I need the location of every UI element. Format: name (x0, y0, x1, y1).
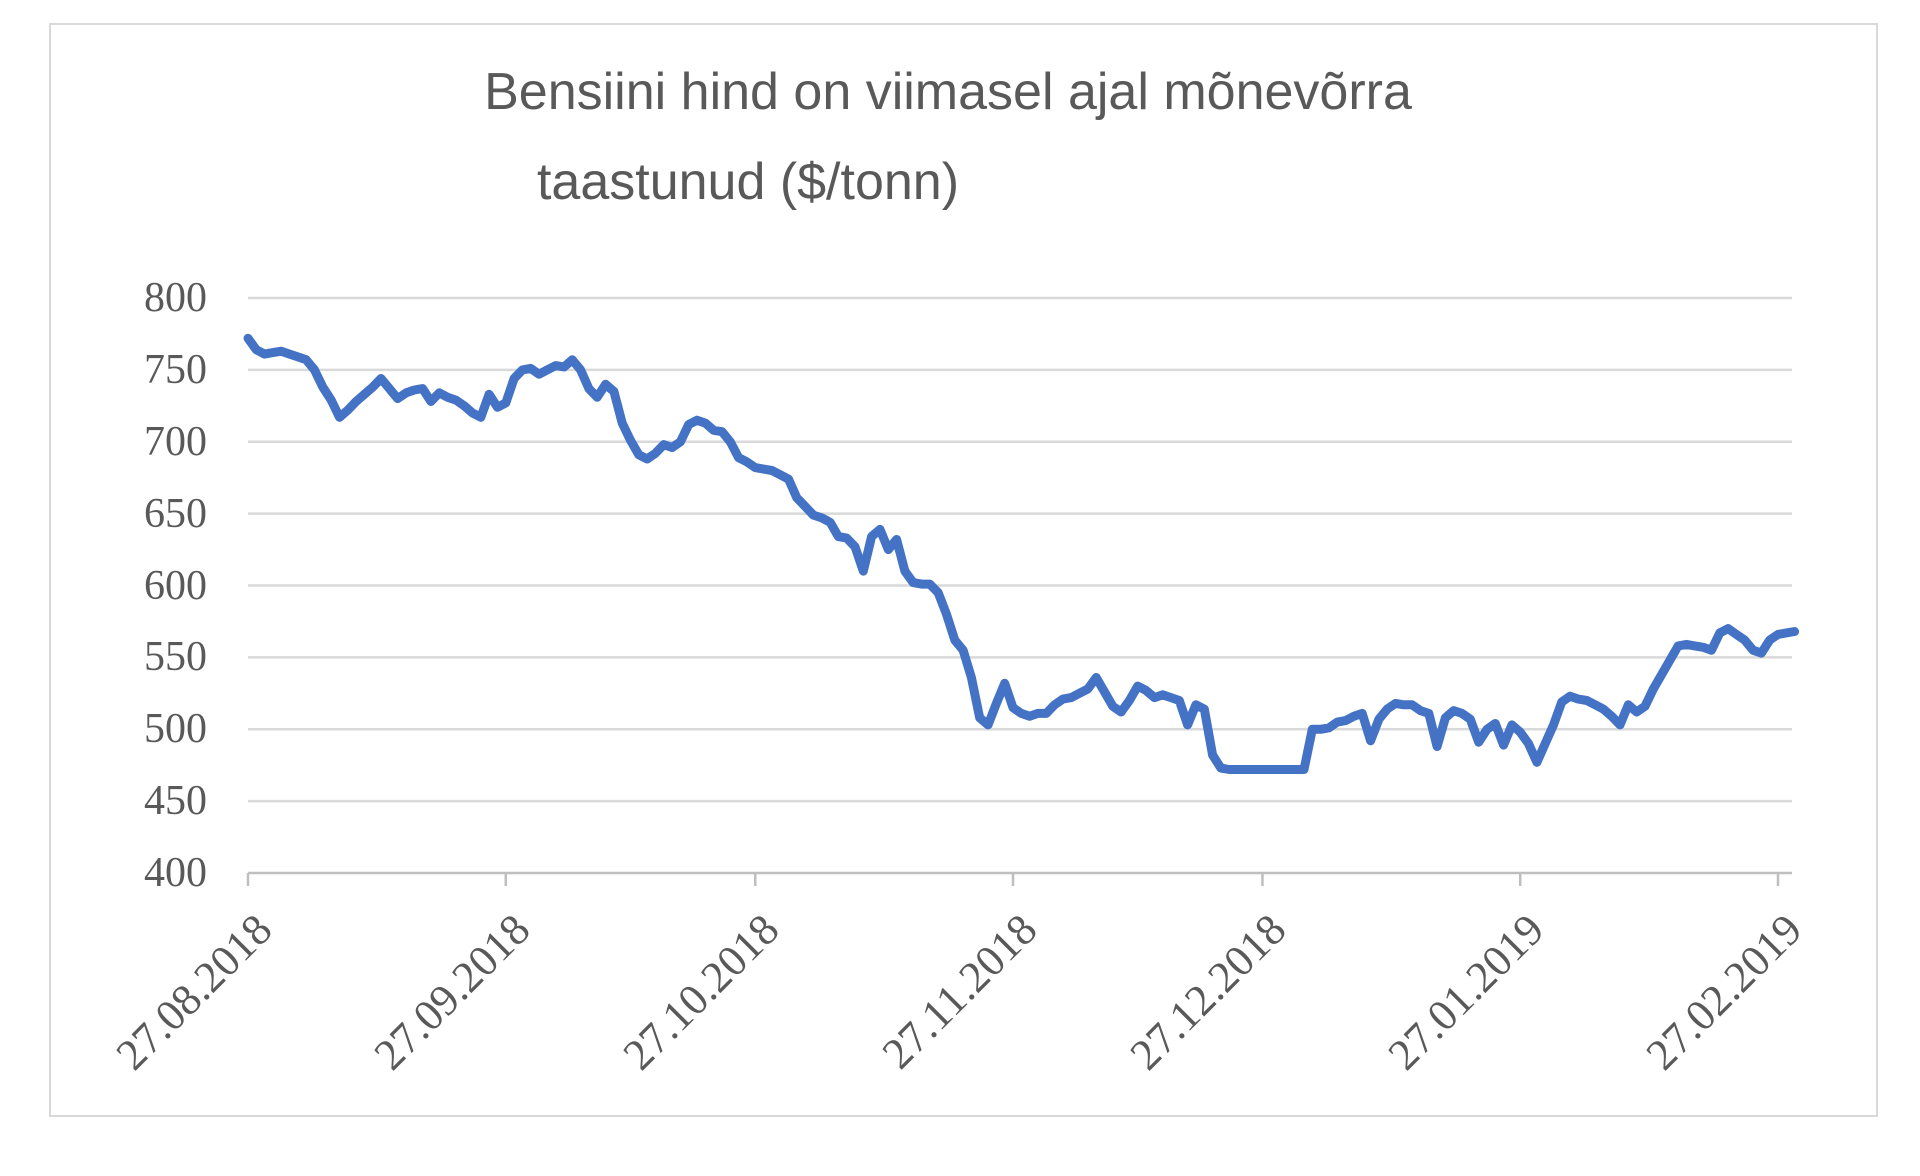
y-tick-label: 500 (144, 706, 207, 753)
y-tick-label: 650 (144, 490, 207, 537)
y-tick-label: 600 (144, 562, 207, 609)
y-tick-label: 450 (144, 778, 207, 825)
chart-title-line1: Bensiini hind on viimasel ajal mõnevõrra (484, 63, 1412, 121)
price-line-series (243, 333, 1800, 774)
chart-frame (49, 23, 1878, 1117)
chart-title-line2: taastunud ($/tonn) (536, 153, 960, 211)
y-tick-label: 750 (144, 346, 207, 393)
y-tick-label: 700 (144, 418, 207, 465)
y-tick-label: 800 (144, 275, 207, 321)
y-tick-label: 550 (144, 634, 207, 681)
y-tick-label: 400 (144, 850, 207, 896)
